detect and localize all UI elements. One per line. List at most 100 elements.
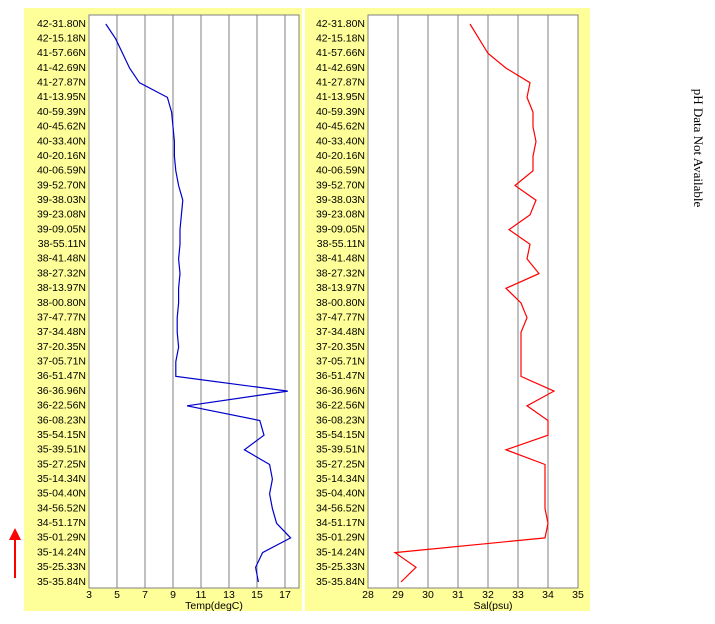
y-tick-label: 36-08.23N [37, 414, 86, 426]
y-tick-label: 35-54.15N [316, 429, 365, 441]
plot-area [88, 14, 300, 589]
y-tick-label: 35-25.33N [37, 561, 86, 573]
y-tick-label: 39-09.05N [316, 223, 365, 235]
x-tick-label: 9 [170, 589, 176, 601]
y-tick-label: 39-38.03N [316, 194, 365, 206]
x-tick-label: 32 [482, 589, 494, 601]
y-tick-label: 40-20.16N [37, 150, 86, 162]
y-tick-label: 35-35.84N [37, 576, 86, 588]
data-line [105, 23, 292, 583]
y-tick-label: 36-36.96N [316, 385, 365, 397]
y-tick-label: 34-51.17N [37, 517, 86, 529]
y-tick-label: 39-23.08N [316, 209, 365, 221]
y-tick-label: 36-51.47N [316, 370, 365, 382]
y-tick-label: 38-13.97N [316, 282, 365, 294]
y-tick-label: 38-00.80N [37, 297, 86, 309]
x-tick-label: 7 [142, 589, 148, 601]
y-tick-label: 41-13.95N [37, 91, 86, 103]
y-tick-label: 36-51.47N [37, 370, 86, 382]
y-tick-label: 40-45.62N [37, 121, 86, 133]
x-tick-label: 35 [572, 589, 584, 601]
plot-area [367, 14, 579, 589]
y-tick-label: 35-14.24N [37, 546, 86, 558]
y-tick-label: 35-27.25N [37, 458, 86, 470]
x-axis-label: Sal(psu) [473, 600, 512, 612]
y-tick-label: 40-20.16N [316, 150, 365, 162]
y-tick-label: 35-14.24N [316, 546, 365, 558]
y-tick-label: 41-57.66N [316, 47, 365, 59]
x-tick-label: 13 [223, 589, 235, 601]
y-tick-label: 37-05.71N [37, 356, 86, 368]
y-tick-label: 41-13.95N [316, 91, 365, 103]
y-tick-label: 35-01.29N [316, 532, 365, 544]
y-tick-label: 34-56.52N [37, 502, 86, 514]
y-tick-label: 35-04.40N [316, 488, 365, 500]
y-tick-label: 35-14.34N [316, 473, 365, 485]
y-tick-label: 39-09.05N [37, 223, 86, 235]
y-tick-label: 42-31.80N [37, 18, 86, 30]
y-tick-label: 35-25.33N [316, 561, 365, 573]
y-tick-label: 35-35.84N [316, 576, 365, 588]
y-tick-label: 34-51.17N [316, 517, 365, 529]
y-tick-label: 40-33.40N [316, 135, 365, 147]
y-tick-label: 41-27.87N [316, 77, 365, 89]
y-tick-label: 37-47.77N [37, 311, 86, 323]
y-tick-label: 40-33.40N [37, 135, 86, 147]
y-tick-label: 37-47.77N [316, 311, 365, 323]
y-tick-label: 38-55.11N [38, 238, 86, 250]
y-tick-label: 37-20.35N [37, 341, 86, 353]
y-tick-label: 36-22.56N [316, 400, 365, 412]
y-tick-label: 39-23.08N [37, 209, 86, 221]
y-tick-label: 40-59.39N [316, 106, 365, 118]
y-tick-label: 38-27.32N [37, 267, 86, 279]
x-tick-label: 11 [196, 589, 207, 601]
y-tick-label: 39-38.03N [37, 194, 86, 206]
x-tick-label: 33 [512, 589, 524, 601]
y-tick-label: 39-52.70N [316, 179, 365, 191]
x-tick-label: 5 [114, 589, 120, 601]
x-tick-label: 34 [542, 589, 554, 601]
x-tick-label: 15 [251, 589, 263, 601]
y-tick-label: 42-31.80N [316, 18, 365, 30]
x-tick-label: 31 [452, 589, 464, 601]
y-tick-label: 38-41.48N [316, 253, 365, 265]
x-tick-label: 30 [422, 589, 434, 601]
y-tick-label: 34-56.52N [316, 502, 365, 514]
direction-arrowhead [9, 528, 21, 540]
y-tick-label: 38-55.11N [317, 238, 365, 250]
y-tick-label: 39-52.70N [37, 179, 86, 191]
y-tick-label: 42-15.18N [37, 32, 86, 44]
y-tick-label: 40-45.62N [316, 121, 365, 133]
y-tick-label: 35-39.51N [316, 444, 365, 456]
y-tick-label: 41-57.66N [37, 47, 86, 59]
y-tick-label: 38-00.80N [316, 297, 365, 309]
y-tick-label: 36-08.23N [316, 414, 365, 426]
y-tick-label: 40-59.39N [37, 106, 86, 118]
y-tick-label: 42-15.18N [316, 32, 365, 44]
data-line [393, 23, 556, 583]
y-tick-label: 40-06.59N [37, 165, 86, 177]
y-tick-label: 37-05.71N [316, 356, 365, 368]
y-tick-label: 37-34.48N [37, 326, 86, 338]
y-tick-label: 35-54.15N [37, 429, 86, 441]
x-tick-label: 28 [362, 589, 374, 601]
y-tick-label: 36-22.56N [37, 400, 86, 412]
y-tick-label: 41-27.87N [37, 77, 86, 89]
y-tick-label: 37-34.48N [316, 326, 365, 338]
y-tick-label: 35-39.51N [37, 444, 86, 456]
y-tick-label: 38-41.48N [37, 253, 86, 265]
x-tick-label: 3 [86, 589, 92, 601]
y-tick-label: 37-20.35N [316, 341, 365, 353]
x-tick-label: 29 [392, 589, 404, 601]
y-tick-label: 40-06.59N [316, 165, 365, 177]
y-tick-label: 36-36.96N [37, 385, 86, 397]
x-tick-label: 17 [279, 589, 291, 601]
y-tick-label: 41-42.69N [37, 62, 86, 74]
x-axis-label: Temp(degC) [185, 600, 243, 612]
y-tick-label: 35-27.25N [316, 458, 365, 470]
note: pH Data Not Available [691, 89, 706, 208]
charts: 3 5 7 9 11 13 15 17Temp(degC)42-31.80N42-15.18N… [24, 8, 590, 612]
y-tick-label: 38-13.97N [37, 282, 86, 294]
y-tick-label: 35-14.34N [37, 473, 86, 485]
